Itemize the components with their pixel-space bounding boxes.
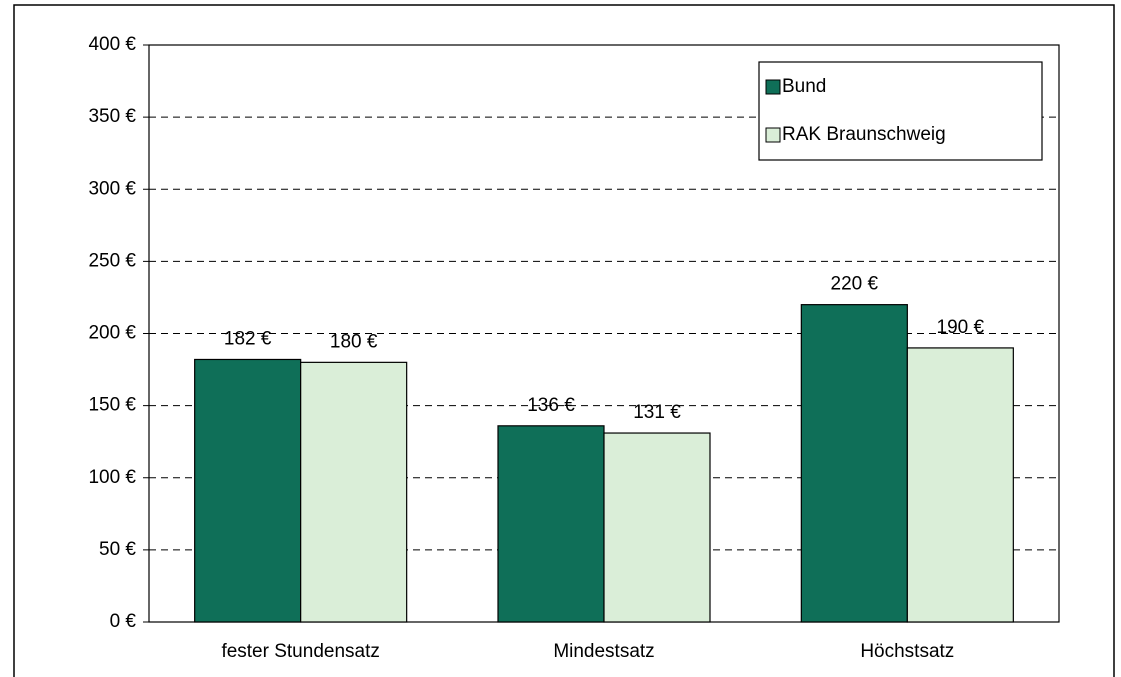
y-tick-label: 400 € xyxy=(88,34,136,55)
y-tick-label: 300 € xyxy=(88,178,136,199)
y-tick-label: 250 € xyxy=(88,250,136,271)
legend-label: Bund xyxy=(782,76,826,97)
data-label: 182 € xyxy=(224,328,272,349)
data-label: 190 € xyxy=(937,317,985,338)
legend-swatch xyxy=(765,127,781,143)
legend-swatch xyxy=(765,79,781,95)
y-tick-label: 200 € xyxy=(88,323,136,344)
legend-box xyxy=(758,61,1043,161)
bar xyxy=(603,432,711,623)
bar xyxy=(800,304,908,623)
y-tick-label: 0 € xyxy=(110,611,137,632)
bar xyxy=(906,347,1014,623)
bar xyxy=(194,358,302,623)
bar xyxy=(497,425,605,623)
data-label: 131 € xyxy=(633,402,681,423)
bar xyxy=(300,361,408,623)
data-label: 180 € xyxy=(330,331,378,352)
data-label: 136 € xyxy=(527,395,575,416)
x-tick-label: Mindestsatz xyxy=(553,641,654,662)
x-tick-label: fester Stundensatz xyxy=(221,641,379,662)
data-label: 220 € xyxy=(831,274,879,295)
y-tick-label: 50 € xyxy=(99,539,136,560)
y-tick-label: 350 € xyxy=(88,106,136,127)
x-tick-label: Höchstsatz xyxy=(860,641,954,662)
y-tick-label: 100 € xyxy=(88,467,136,488)
y-tick-label: 150 € xyxy=(88,395,136,416)
legend-label: RAK Braunschweig xyxy=(782,124,946,145)
